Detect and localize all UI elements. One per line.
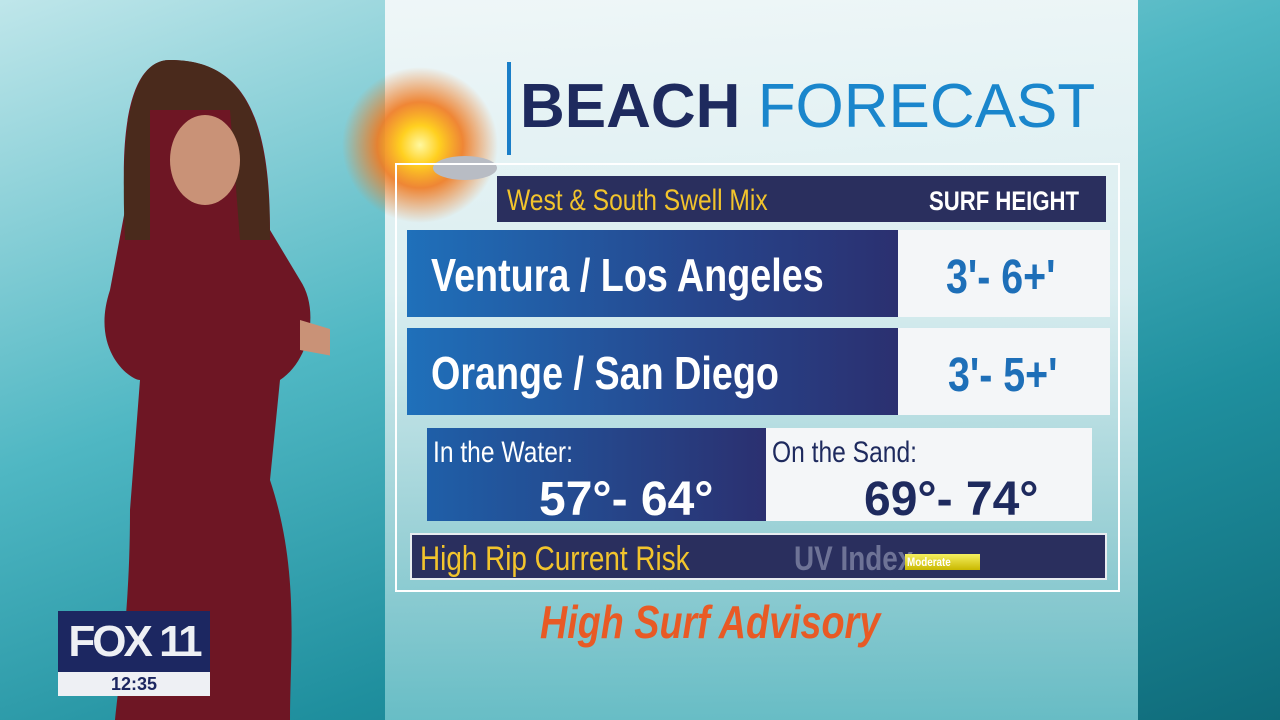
station-logo: FOX 11 12:35: [58, 611, 210, 696]
location-name: Ventura / Los Angeles: [431, 249, 824, 301]
station-name: FOX 11: [58, 611, 210, 672]
sun-with-cloud-icon: [342, 67, 498, 223]
surf-value: 3'- 6+': [946, 251, 1056, 304]
sand-temp: 69°- 74°: [864, 473, 1039, 526]
surf-value: 3'- 5+': [948, 349, 1058, 402]
forecast-panel-border: [395, 163, 1120, 592]
surf-value-ventura: 3'- 6+': [898, 230, 1110, 317]
title-light: FORECAST: [757, 72, 1096, 141]
clock-time: 12:35: [110, 674, 158, 694]
swell-header: West & South Swell Mix SURF HEIGHT: [497, 176, 1106, 222]
uv-level-text: Moderate: [907, 555, 951, 569]
sand-label: On the Sand:: [772, 436, 917, 469]
sand-temp-box: On the Sand: 69°- 74°: [766, 428, 1092, 526]
location-row-ventura: Ventura / Los Angeles: [407, 230, 898, 317]
surf-value-orange: 3'- 5+': [898, 328, 1110, 415]
swell-text: West & South Swell Mix: [507, 184, 768, 217]
title-accent-line: [507, 62, 511, 155]
advisory-text: High Surf Advisory: [540, 595, 955, 649]
water-temp: 57°- 64°: [539, 473, 714, 526]
uv-level-badge: Moderate: [905, 554, 980, 570]
location-row-orange: Orange / San Diego: [407, 328, 898, 415]
surf-height-label: SURF HEIGHT: [929, 186, 1080, 216]
water-temp-box: In the Water: 57°- 64°: [427, 428, 766, 526]
title-bold: BEACH: [520, 72, 741, 141]
location-name: Orange / San Diego: [431, 347, 779, 399]
rip-current-text: High Rip Current Risk: [420, 540, 690, 578]
uv-index-label: UV Index: [794, 540, 914, 578]
presenter: [104, 60, 330, 720]
water-label: In the Water:: [433, 436, 573, 469]
advisory-label: High Surf Advisory: [540, 596, 881, 648]
rip-uv-bar: High Rip Current Risk UV Index: [410, 533, 1107, 580]
page-title: BEACH FORECAST: [520, 72, 1095, 142]
